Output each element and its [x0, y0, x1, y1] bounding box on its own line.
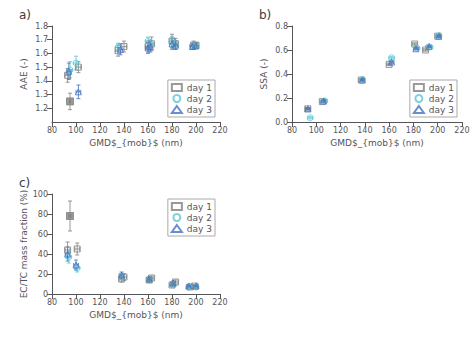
svg-text:day 3: day 3	[187, 224, 212, 234]
svg-text:120: 120	[333, 126, 348, 135]
svg-text:day 2: day 2	[187, 94, 212, 104]
svg-text:160: 160	[382, 126, 397, 135]
svg-text:GMD$_{mob}$ (nm): GMD$_{mob}$ (nm)	[89, 310, 182, 320]
svg-text:0.4: 0.4	[275, 70, 288, 79]
svg-text:80: 80	[38, 210, 48, 219]
svg-text:160: 160	[140, 126, 155, 135]
svg-text:100: 100	[309, 126, 324, 135]
svg-text:GMD$_{mob}$ (nm): GMD$_{mob}$ (nm)	[330, 138, 423, 148]
svg-text:0.8: 0.8	[275, 22, 288, 31]
svg-text:day 2: day 2	[187, 213, 212, 223]
svg-text:220: 220	[212, 126, 227, 135]
svg-text:140: 140	[357, 126, 372, 135]
svg-text:200: 200	[188, 126, 203, 135]
svg-text:0.2: 0.2	[275, 94, 288, 103]
svg-text:80: 80	[47, 298, 57, 307]
svg-text:120: 120	[92, 126, 107, 135]
svg-text:AAE (-): AAE (-)	[19, 58, 29, 89]
svg-text:140: 140	[116, 298, 131, 307]
svg-text:200: 200	[430, 126, 445, 135]
svg-text:SSA (-): SSA (-)	[259, 59, 269, 90]
svg-text:180: 180	[164, 298, 179, 307]
svg-text:a): a)	[19, 8, 31, 22]
svg-text:EC/TC mass fraction (%): EC/TC mass fraction (%)	[19, 190, 29, 299]
svg-text:1.3: 1.3	[35, 90, 48, 99]
svg-text:day 3: day 3	[187, 105, 212, 115]
svg-text:b): b)	[259, 8, 271, 22]
svg-text:80: 80	[47, 126, 57, 135]
svg-text:100: 100	[68, 126, 83, 135]
svg-text:day 3: day 3	[429, 105, 454, 115]
svg-text:140: 140	[116, 126, 131, 135]
svg-text:200: 200	[188, 298, 203, 307]
svg-text:0.0: 0.0	[275, 117, 288, 127]
svg-text:220: 220	[212, 298, 227, 307]
svg-text:20: 20	[38, 270, 48, 279]
svg-text:day 1: day 1	[429, 83, 454, 93]
svg-text:1.6: 1.6	[35, 49, 48, 58]
svg-text:80: 80	[287, 126, 297, 135]
svg-text:day 1: day 1	[187, 83, 212, 93]
svg-text:1.8: 1.8	[35, 22, 48, 31]
svg-text:180: 180	[164, 126, 179, 135]
svg-text:1.2: 1.2	[35, 104, 48, 113]
svg-text:60: 60	[38, 230, 48, 239]
svg-text:1.5: 1.5	[35, 63, 48, 72]
svg-text:120: 120	[92, 298, 107, 307]
svg-text:1.7: 1.7	[35, 35, 48, 44]
svg-text:GMD$_{mob}$ (nm): GMD$_{mob}$ (nm)	[89, 138, 182, 148]
svg-text:0: 0	[42, 289, 48, 299]
svg-text:180: 180	[406, 126, 421, 135]
svg-text:220: 220	[454, 126, 469, 135]
svg-text:1.4: 1.4	[35, 76, 48, 85]
svg-text:100: 100	[68, 298, 83, 307]
svg-text:40: 40	[38, 250, 48, 259]
svg-text:0.6: 0.6	[275, 46, 288, 55]
svg-text:160: 160	[140, 298, 155, 307]
svg-text:c): c)	[19, 176, 30, 190]
svg-text:100: 100	[33, 190, 48, 199]
svg-text:day 2: day 2	[429, 94, 454, 104]
svg-text:day 1: day 1	[187, 202, 212, 212]
